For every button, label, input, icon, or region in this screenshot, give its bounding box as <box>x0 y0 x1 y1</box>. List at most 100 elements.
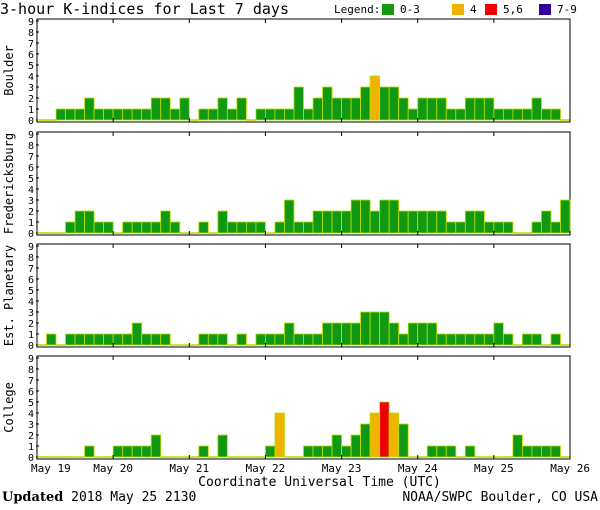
y-tick-label: 2 <box>28 319 34 330</box>
y-tick-label: 1 <box>28 218 34 229</box>
legend-item-5-6: 5,6 <box>485 3 523 16</box>
bar <box>350 199 362 234</box>
y-tick-label: 5 <box>28 61 34 72</box>
y-tick-label: 9 <box>28 354 34 365</box>
bar <box>541 108 552 121</box>
bar <box>550 221 561 234</box>
bar <box>131 445 143 458</box>
bar <box>407 322 419 346</box>
y-tick-label: 3 <box>28 83 34 94</box>
bar <box>436 333 447 346</box>
bar <box>350 97 362 121</box>
x-tick-label: May 25 <box>474 462 514 475</box>
y-tick-label: 8 <box>28 365 34 376</box>
x-tick-label: May 19 <box>31 462 71 475</box>
bar <box>169 108 181 121</box>
y-tick-label: 9 <box>28 242 34 253</box>
bar <box>502 221 514 234</box>
bar <box>341 210 352 234</box>
bar <box>360 199 371 234</box>
bar <box>455 108 466 121</box>
bar <box>255 333 266 346</box>
y-tick-label: 0 <box>28 229 34 240</box>
bar <box>303 108 314 121</box>
bar <box>541 210 552 234</box>
bar <box>207 333 219 346</box>
bar <box>93 221 105 234</box>
bar <box>522 333 533 346</box>
bar <box>312 97 323 121</box>
bar <box>293 333 304 346</box>
bar <box>141 333 152 346</box>
bar <box>226 221 238 234</box>
y-tick-label: 6 <box>28 275 34 286</box>
bar <box>112 108 124 121</box>
bar <box>122 108 133 121</box>
x-tick-label: May 21 <box>169 462 209 475</box>
bar <box>464 445 476 458</box>
bar <box>150 221 162 234</box>
bar <box>198 333 209 346</box>
bar <box>369 311 381 346</box>
bar <box>445 445 457 458</box>
bar <box>322 445 333 458</box>
bar <box>65 108 76 121</box>
x-tick-label: May 20 <box>93 462 133 475</box>
bar <box>341 97 352 121</box>
bar <box>398 333 409 346</box>
bar <box>65 333 76 346</box>
bar <box>522 445 533 458</box>
bar <box>84 445 95 458</box>
bar <box>436 97 447 121</box>
bar <box>426 445 438 458</box>
bar <box>150 97 162 121</box>
bar <box>236 333 247 346</box>
bar <box>541 445 552 458</box>
bar <box>274 333 285 346</box>
bar <box>398 210 409 234</box>
bar <box>112 333 124 346</box>
bar <box>160 97 171 121</box>
y-tick-label: 2 <box>28 207 34 218</box>
legend-swatch <box>382 4 394 15</box>
bar <box>331 210 342 234</box>
bar <box>483 97 495 121</box>
bar <box>112 445 124 458</box>
bar <box>560 199 571 234</box>
bar <box>312 333 323 346</box>
bar <box>407 210 419 234</box>
y-tick-label: 4 <box>28 185 34 196</box>
y-tick-label: 4 <box>28 297 34 308</box>
bar <box>322 86 333 121</box>
bar <box>236 97 247 121</box>
bar <box>483 221 495 234</box>
bar <box>426 322 438 346</box>
x-axis-label: Coordinate Universal Time (UTC) <box>198 475 441 490</box>
bar <box>531 445 542 458</box>
bar <box>160 333 171 346</box>
bar <box>341 322 352 346</box>
bar <box>464 333 476 346</box>
y-tick-label: 0 <box>28 453 34 464</box>
bar <box>255 221 266 234</box>
bar <box>502 333 514 346</box>
bar <box>426 210 438 234</box>
series-label: College <box>2 382 16 433</box>
legend-label: Legend: <box>334 3 381 16</box>
bar <box>179 97 190 121</box>
bar <box>122 333 133 346</box>
bar <box>84 97 95 121</box>
bar <box>417 97 428 121</box>
bar <box>303 221 314 234</box>
source-credit: NOAA/SWPC Boulder, CO USA <box>402 490 598 505</box>
bar <box>331 97 342 121</box>
bar <box>103 108 114 121</box>
legend-swatch <box>485 4 497 15</box>
bar <box>303 445 314 458</box>
bar <box>445 221 457 234</box>
x-tick-label: May 23 <box>322 462 362 475</box>
bar <box>331 322 342 346</box>
panel-frame <box>36 18 571 123</box>
y-tick-label: 8 <box>28 253 34 264</box>
bar <box>379 86 390 121</box>
